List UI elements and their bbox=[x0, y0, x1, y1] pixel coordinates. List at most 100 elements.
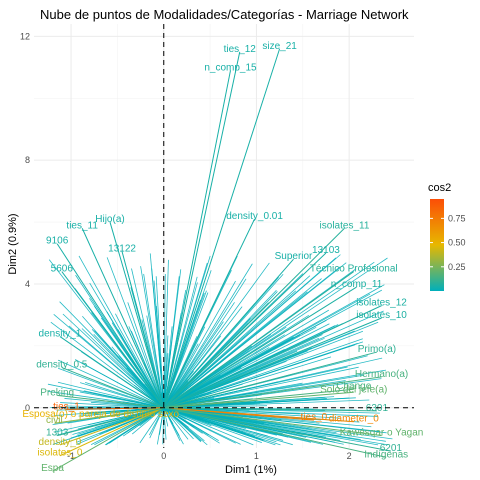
category-arrow bbox=[54, 407, 164, 433]
category-arrow bbox=[163, 284, 385, 409]
category-arrow bbox=[149, 253, 165, 408]
point-arrow bbox=[163, 286, 357, 409]
point-label: Preking bbox=[40, 387, 74, 398]
y-tick-label: 8 bbox=[25, 155, 30, 165]
legend-tick-label: 0.25 bbox=[448, 262, 466, 272]
category-arrow bbox=[163, 280, 236, 408]
point-arrow bbox=[57, 394, 164, 409]
point-arrow bbox=[163, 258, 294, 409]
category-arrow bbox=[149, 407, 165, 436]
point-label: size_21 bbox=[262, 41, 297, 52]
category-arrow bbox=[163, 366, 359, 409]
category-arrow bbox=[163, 292, 209, 408]
point-label: Hermano(a) bbox=[355, 369, 408, 380]
category-arrow bbox=[81, 407, 164, 415]
category-arrow bbox=[79, 391, 164, 409]
category-arrow bbox=[57, 359, 164, 409]
x-tick-label: -1 bbox=[67, 451, 75, 461]
category-arrow bbox=[163, 276, 198, 408]
point-label: isolates_10 bbox=[356, 310, 407, 321]
point-label: diameter_0 bbox=[329, 414, 379, 425]
point-arrow bbox=[61, 271, 165, 409]
point-label: Solo del jefe(a) bbox=[320, 384, 387, 395]
category-arrow bbox=[123, 407, 164, 437]
category-arrow bbox=[163, 263, 253, 408]
category-arrow bbox=[131, 268, 165, 408]
point-label: 5606 bbox=[51, 264, 74, 275]
y-axis-title: Dim2 (0.9%) bbox=[7, 213, 19, 274]
point-arrow bbox=[56, 243, 165, 409]
point-label: density_0.01 bbox=[226, 211, 283, 222]
point-arrow bbox=[61, 367, 164, 409]
category-arrow bbox=[159, 407, 165, 435]
category-arrow bbox=[163, 266, 341, 409]
point-label: isolates_11 bbox=[320, 220, 370, 231]
point-label: Esposa(o) o pareja de distinto sexo bbox=[22, 409, 179, 420]
category-arrow bbox=[163, 290, 297, 409]
point-arrow bbox=[163, 407, 387, 458]
category-arrow bbox=[163, 407, 174, 425]
legend-tick-label: 0.75 bbox=[448, 213, 466, 223]
chart-title: Nube de puntos de Modalidades/Categorías… bbox=[40, 7, 409, 22]
category-arrow bbox=[163, 343, 199, 408]
category-arrow bbox=[81, 328, 165, 409]
y-tick-label: 0 bbox=[25, 403, 30, 413]
category-arrow bbox=[111, 322, 165, 408]
point-label: Superior bbox=[275, 251, 313, 262]
category-arrow bbox=[163, 262, 270, 409]
point-label: 6301 bbox=[366, 403, 389, 414]
point-label: n_comp_15 bbox=[204, 62, 257, 73]
legend-tick-label: 0.50 bbox=[448, 238, 466, 248]
point-label: n_comp_11 bbox=[331, 279, 383, 290]
point-arrow bbox=[163, 391, 354, 409]
category-arrow bbox=[163, 335, 169, 408]
point-arrow bbox=[163, 376, 382, 409]
point-arrow bbox=[163, 351, 378, 409]
point-label: Espa bbox=[41, 463, 64, 474]
point-arrow bbox=[163, 70, 231, 408]
x-axis-title: Dim1 (1%) bbox=[225, 464, 277, 476]
category-arrow bbox=[79, 382, 164, 409]
category-arrow bbox=[143, 273, 165, 408]
category-arrow bbox=[163, 366, 348, 409]
point-label: density_0 bbox=[39, 437, 82, 448]
category-arrow bbox=[163, 407, 189, 440]
category-arrow bbox=[163, 399, 370, 409]
point-arrow bbox=[59, 407, 164, 446]
category-arrow bbox=[163, 407, 184, 425]
category-arrow bbox=[163, 306, 243, 409]
category-arrow bbox=[59, 301, 165, 409]
category-arrow bbox=[163, 278, 247, 408]
point-label: ties_0 bbox=[301, 412, 328, 423]
category-arrow bbox=[163, 407, 194, 440]
category-arrow bbox=[57, 381, 164, 409]
category-arrow bbox=[90, 407, 164, 446]
category-arrow bbox=[105, 407, 164, 446]
point-arrow bbox=[163, 252, 327, 409]
point-label: 1303 bbox=[46, 428, 69, 439]
category-arrow bbox=[60, 402, 164, 409]
point-arrow bbox=[163, 271, 355, 409]
point-arrow bbox=[163, 407, 377, 412]
point-label: density_0.5 bbox=[36, 360, 88, 371]
point-arrow bbox=[59, 336, 165, 409]
point-arrow bbox=[163, 218, 256, 408]
legend-colorbar bbox=[430, 199, 444, 291]
category-arrow bbox=[163, 407, 169, 427]
point-label: ties_12 bbox=[224, 44, 257, 55]
category-arrow bbox=[78, 255, 165, 408]
x-tick-label: 1 bbox=[254, 451, 259, 461]
point-label: Chango bbox=[336, 381, 371, 392]
point-label: ties_1 bbox=[53, 401, 80, 412]
point-label: isolates_0 bbox=[37, 448, 82, 459]
point-arrow bbox=[121, 251, 165, 408]
category-arrow bbox=[163, 407, 387, 434]
category-arrow bbox=[53, 314, 165, 409]
category-arrow bbox=[127, 302, 165, 408]
point-label: Kawésqar o Yagan bbox=[340, 428, 424, 439]
category-arrow bbox=[163, 338, 363, 409]
point-arrow bbox=[57, 407, 164, 437]
point-label: Técnico Profesional bbox=[310, 264, 398, 275]
y-tick-label: 12 bbox=[20, 31, 30, 41]
point-arrow bbox=[59, 407, 164, 457]
